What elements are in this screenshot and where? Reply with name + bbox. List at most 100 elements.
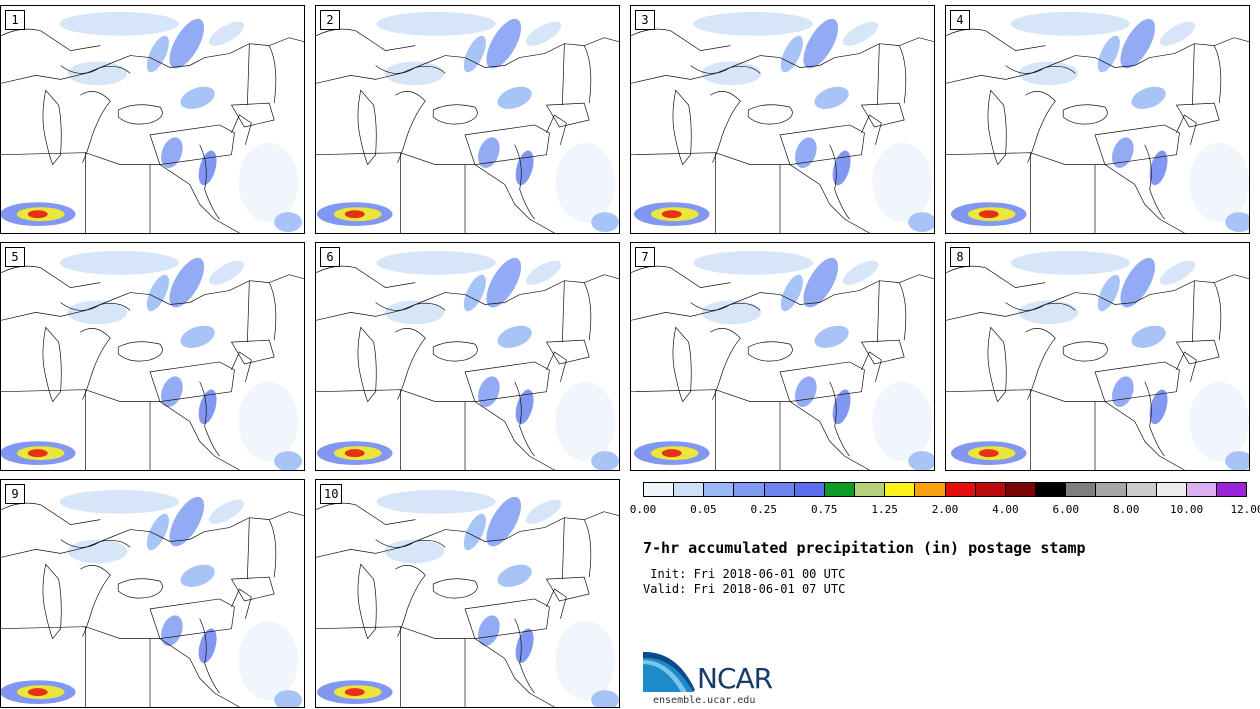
precip-area (274, 212, 303, 233)
precip-area (693, 250, 813, 275)
precip-area (344, 688, 365, 697)
precip-map (946, 11, 1249, 233)
precip-area (198, 150, 217, 186)
map-panel-7[interactable]: 7 (630, 242, 935, 471)
precip-area (978, 210, 999, 219)
map-boundary (562, 517, 565, 580)
map-panel-6[interactable]: 6 (315, 242, 620, 471)
map-boundary (60, 539, 131, 548)
map-boundary (631, 152, 870, 233)
precip-area (497, 86, 532, 109)
map-boundary (583, 45, 592, 104)
precip-area (274, 451, 303, 470)
precip-area (180, 86, 215, 109)
map-boundary (690, 302, 761, 311)
map-boundary (545, 339, 590, 365)
precip-area (67, 539, 128, 564)
precip-area (161, 376, 183, 407)
map-boundary (860, 102, 905, 128)
map-panel-3[interactable]: 3 (630, 5, 935, 234)
precip-area (1010, 250, 1130, 275)
logo-text: NCAR (697, 662, 773, 695)
precip-area (1131, 86, 1166, 109)
map-boundary (1144, 381, 1165, 457)
colorbar-swatch (1036, 483, 1067, 496)
map-boundary (1192, 43, 1195, 106)
colorbar-swatch (764, 483, 795, 496)
precip-area (780, 274, 803, 312)
colorbar-swatch (915, 483, 946, 496)
map-boundary (199, 381, 220, 457)
map-boundary (631, 274, 934, 321)
panel-number: 8 (950, 247, 970, 267)
map-boundary (231, 114, 252, 145)
map-panel-1[interactable]: 1 (0, 5, 305, 234)
precip-area (146, 35, 169, 73)
precip-area (525, 499, 562, 524)
precip-area (908, 451, 934, 470)
map-boundary (464, 124, 550, 165)
map-boundary (268, 519, 277, 578)
panel-number: 10 (320, 484, 343, 504)
colorbar (643, 482, 1247, 497)
map-panel-2[interactable]: 2 (315, 5, 620, 234)
precip-area (515, 628, 534, 664)
map-panel-9[interactable]: 9 (0, 479, 305, 708)
precip-area (814, 86, 849, 109)
map-boundary (395, 91, 426, 163)
precip-map (1, 11, 304, 233)
map-boundary (545, 576, 590, 602)
precip-area (1189, 381, 1249, 462)
map-boundary (316, 28, 416, 51)
colorbar-swatch (1156, 483, 1187, 496)
map-panel-10[interactable]: 10 (315, 479, 620, 708)
panel-number: 3 (635, 10, 655, 30)
map-boundary (747, 104, 793, 125)
map-panel-4[interactable]: 4 (945, 5, 1250, 234)
map-boundary (117, 578, 163, 599)
map-boundary (316, 389, 555, 470)
precip-area (478, 376, 500, 407)
precip-area (486, 496, 522, 547)
map-boundary (747, 341, 793, 362)
map-boundary (987, 89, 1007, 166)
map-panel-5[interactable]: 5 (0, 242, 305, 471)
map-boundary (375, 65, 446, 74)
colorbar-tick-label: 0.75 (810, 503, 838, 516)
precip-area (486, 18, 522, 69)
map-boundary (395, 565, 426, 637)
map-boundary (268, 282, 277, 341)
precip-area (146, 513, 169, 551)
map-boundary (583, 282, 592, 341)
map-boundary (672, 89, 692, 166)
precip-map (316, 489, 619, 707)
precip-area (463, 513, 486, 551)
map-boundary (149, 598, 235, 639)
precip-area (67, 300, 128, 325)
map-boundary (432, 341, 478, 362)
colorbar-tick-label: 1.25 (871, 503, 898, 516)
map-boundary (231, 588, 252, 619)
precip-area (169, 496, 205, 547)
precip-area (208, 260, 245, 285)
panel-number: 9 (5, 484, 25, 504)
map-boundary (877, 43, 880, 106)
map-boundary (877, 280, 880, 343)
map-boundary (672, 326, 692, 403)
precip-area (344, 210, 365, 219)
map-boundary (946, 152, 1185, 233)
precip-area (478, 137, 500, 168)
precip-area (1120, 18, 1156, 69)
precip-area (497, 564, 532, 587)
precip-area (842, 260, 879, 285)
precip-area (146, 274, 169, 312)
map-boundary (247, 517, 250, 580)
precip-area (198, 628, 217, 664)
map-boundary (231, 351, 252, 382)
colorbar-swatch (1216, 483, 1247, 496)
precip-area (803, 257, 839, 308)
colorbar-swatch (1096, 483, 1127, 496)
map-panel-8[interactable]: 8 (945, 242, 1250, 471)
map-boundary (1, 265, 101, 288)
map-boundary (395, 328, 426, 400)
